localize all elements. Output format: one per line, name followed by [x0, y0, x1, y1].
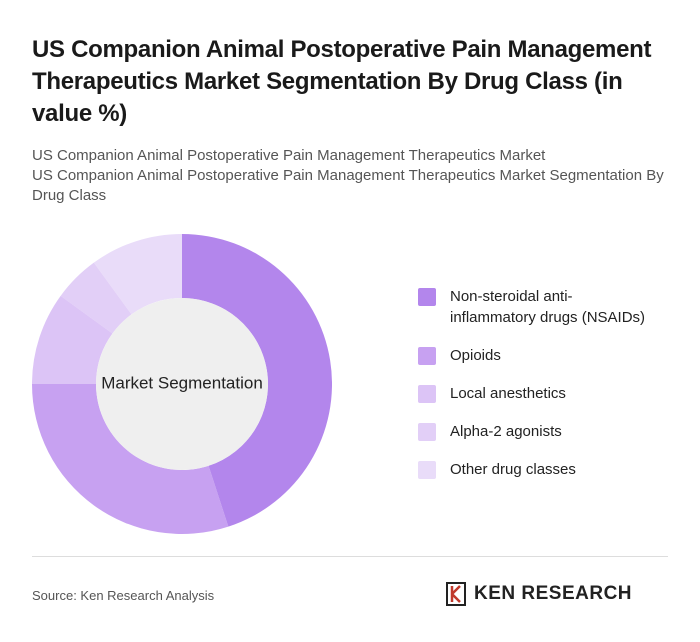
legend-item: Local anesthetics: [418, 383, 678, 404]
legend: Non-steroidal anti-inflammatory drugs (N…: [418, 286, 678, 497]
donut-hole: [96, 298, 268, 470]
legend-label: Non-steroidal anti-inflammatory drugs (N…: [450, 288, 646, 326]
legend-item: Non-steroidal anti-inflammatory drugs (N…: [418, 286, 678, 328]
legend-item: Opioids: [418, 345, 678, 366]
legend-item: Alpha-2 agonists: [418, 421, 678, 442]
subtitle: US Companion Animal Postoperative Pain M…: [32, 147, 546, 164]
legend-swatch: [418, 288, 436, 306]
divider: [32, 556, 668, 557]
legend-item: Other drug classes: [418, 459, 678, 480]
donut-slice: [60, 262, 132, 334]
subtitle: US Companion Animal Postoperative Pain M…: [32, 167, 664, 204]
logo-icon: [446, 582, 466, 606]
donut-slice: [93, 234, 182, 315]
title: US Companion Animal Postoperative Pain M…: [32, 36, 652, 127]
logo: KEN RESEARCH: [446, 582, 632, 606]
legend-swatch: [418, 423, 436, 441]
donut-chart: Market Segmentation: [32, 234, 333, 534]
legend-label: Local anesthetics: [450, 385, 566, 402]
center-label: Market Segmentation: [101, 373, 263, 392]
donut-slice: [32, 295, 113, 384]
legend-label: Alpha-2 agonists: [450, 423, 562, 440]
logo-text: KEN RESEARCH: [474, 583, 633, 604]
legend-swatch: [418, 461, 436, 479]
source: Source: Ken Research Analysis: [32, 588, 215, 603]
legend-swatch: [418, 347, 436, 365]
legend-label: Opioids: [450, 347, 501, 364]
legend-swatch: [418, 385, 436, 403]
donut-slice: [32, 384, 229, 534]
donut-slice: [182, 234, 333, 527]
legend-label: Other drug classes: [450, 461, 576, 478]
